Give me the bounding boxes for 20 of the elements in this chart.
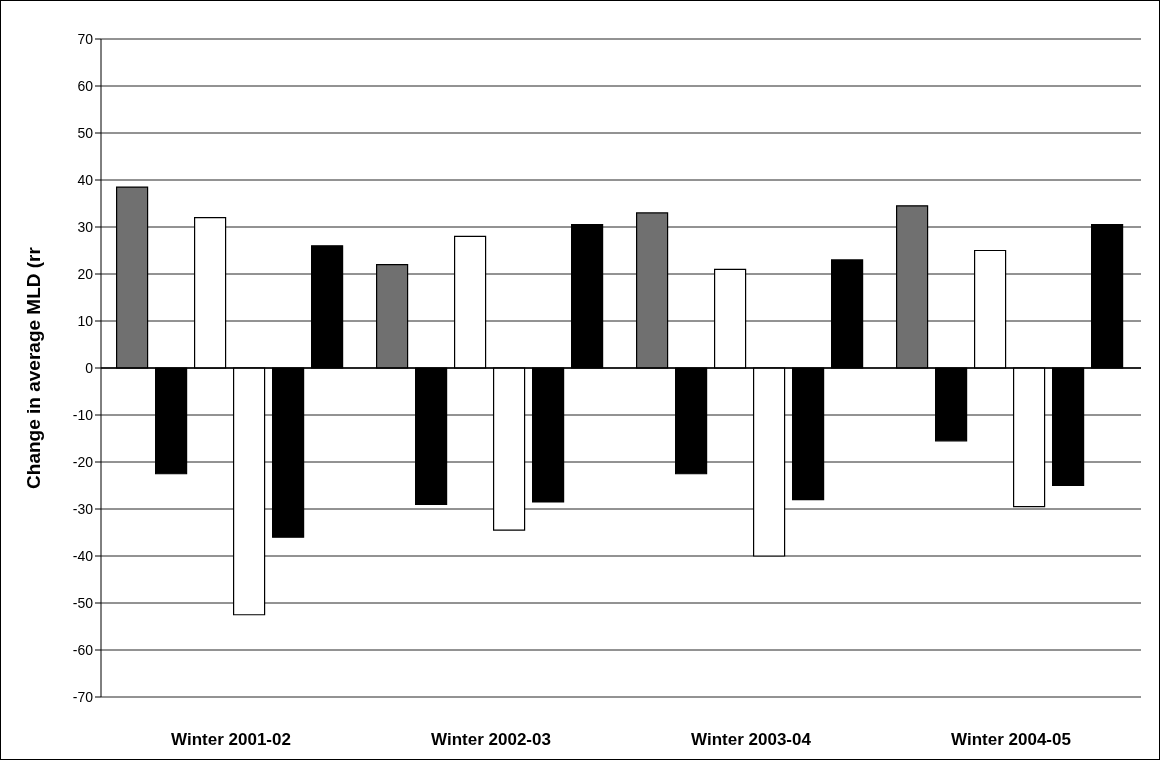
- y-tick-label: -60: [72, 641, 94, 658]
- x-tick-label: Winter 2003-04: [691, 730, 812, 750]
- y-tick-label: -30: [72, 500, 94, 517]
- y-tick-label: -40: [72, 547, 94, 564]
- y-tick-label: 40: [77, 171, 94, 188]
- y-tick-label: -10: [72, 406, 94, 423]
- y-tick-label: -50: [72, 594, 94, 611]
- y-tick-label: 50: [77, 124, 94, 141]
- x-tick-label: Winter 2001-02: [171, 730, 291, 750]
- y-tick-label: 60: [77, 77, 94, 94]
- y-tick-label: 0: [85, 359, 94, 376]
- y-tick-label: 10: [77, 312, 94, 329]
- y-tick-label: 20: [77, 265, 94, 282]
- y-tick-label: 70: [77, 30, 94, 47]
- x-tick-label: Winter 2002-03: [431, 730, 551, 750]
- y-tick-label: -20: [72, 453, 94, 470]
- y-axis-title: Change in average MLD (rr: [22, 246, 44, 489]
- y-tick-label: 30: [77, 218, 94, 235]
- y-tick-label: -70: [72, 688, 94, 705]
- x-tick-label: Winter 2004-05: [951, 730, 1071, 750]
